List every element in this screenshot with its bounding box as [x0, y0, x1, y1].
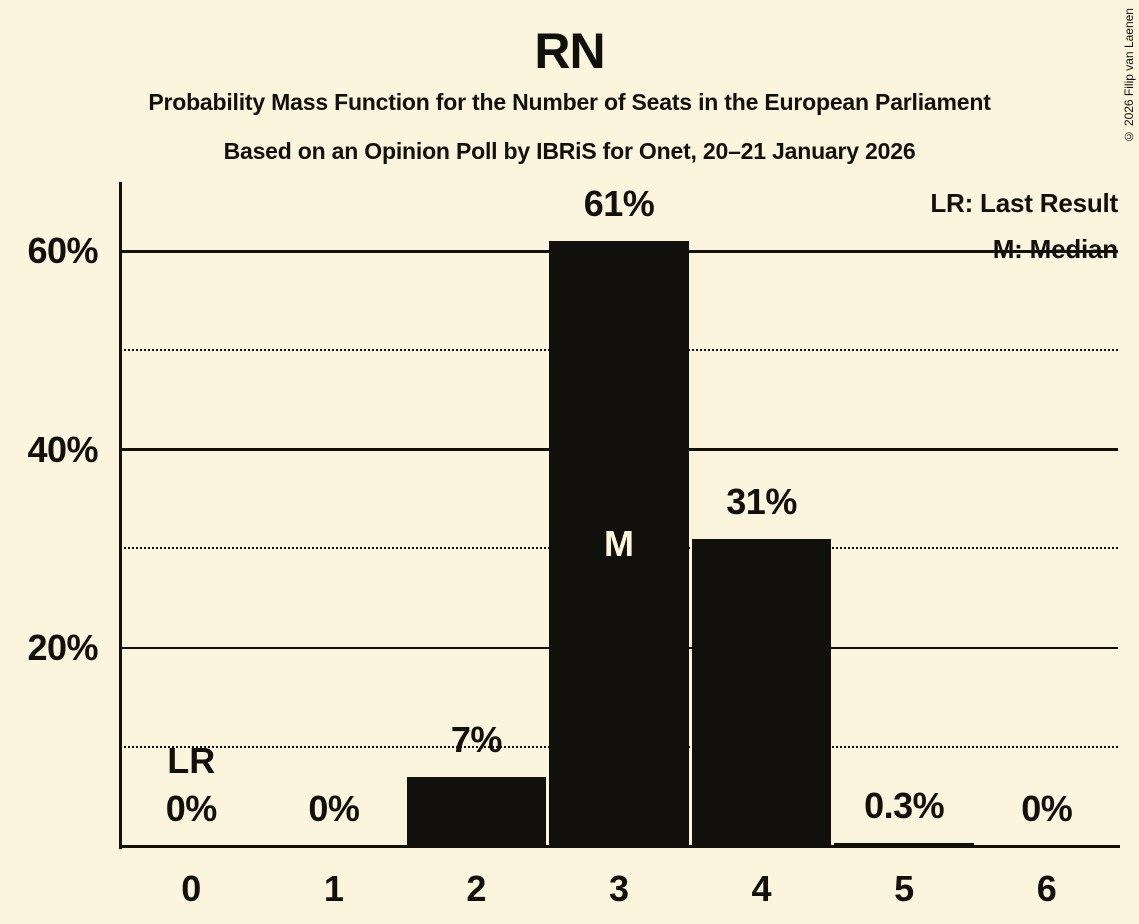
bar-value-label-4: 31% — [726, 480, 797, 522]
legend-median: M: Median — [992, 234, 1119, 264]
bar-value-label-5: 0.3% — [864, 785, 945, 827]
chart-subtitle: Probability Mass Function for the Number… — [148, 89, 991, 115]
x-axis-line — [118, 844, 1120, 848]
y-tick-label-40: 40% — [27, 428, 98, 470]
copyright-notice: © 2026 Filip van Laenen — [1122, 8, 1136, 144]
legend-last-result: LR: Last Result — [930, 188, 1118, 218]
bar-value-label-6: 0% — [1021, 788, 1073, 829]
x-tick-label-2: 2 — [466, 868, 487, 909]
annotation-m: M — [603, 522, 634, 564]
chart-poll-subtitle: Based on an Opinion Poll by IBRiS for On… — [223, 138, 916, 164]
y-axis-line — [118, 182, 122, 849]
plot-area: 20% 40% 60% 0% 0% 7% 61% 31% 0.3% 0% 0 1 2 3 4 5 6 LR M — [27, 182, 1120, 908]
x-tick-label-3: 3 — [608, 868, 629, 909]
x-tick-label-0: 0 — [181, 868, 202, 909]
y-tick-label-20: 20% — [27, 626, 98, 668]
x-tick-label-6: 6 — [1036, 868, 1057, 909]
chart-title: RN — [534, 23, 605, 79]
bar-value-label-0: 0% — [165, 788, 218, 829]
bar-seats-5 — [834, 843, 974, 846]
bar-value-label-1: 0% — [308, 788, 360, 829]
x-tick-label-1: 1 — [323, 868, 344, 909]
bar-value-label-2: 7% — [450, 718, 503, 760]
y-tick-label-60: 60% — [27, 230, 98, 272]
bar-seats-2 — [406, 776, 547, 846]
x-tick-label-4: 4 — [751, 868, 772, 909]
bar-seats-3 — [549, 241, 689, 846]
bar-seats-4 — [691, 538, 832, 846]
x-tick-label-5: 5 — [894, 868, 915, 909]
annotation-lr: LR — [167, 740, 216, 781]
bar-value-label-3: 61% — [583, 183, 655, 225]
